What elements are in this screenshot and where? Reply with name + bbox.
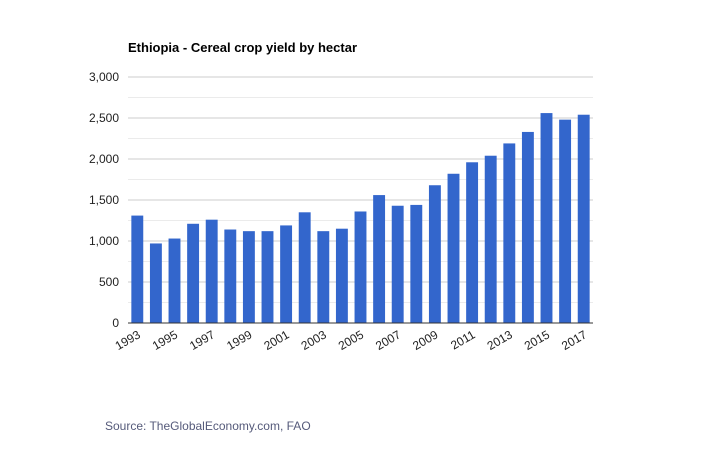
x-tick-label: 2003 <box>299 327 329 353</box>
y-tick-label: 2,500 <box>89 111 119 125</box>
bar-2013 <box>503 143 516 323</box>
x-tick-label: 1999 <box>224 327 254 353</box>
x-tick-label: 1993 <box>113 327 143 353</box>
bar-2001 <box>280 225 293 323</box>
x-tick-label: 2001 <box>261 327 291 353</box>
source-note: Source: TheGlobalEconomy.com, FAO <box>105 419 311 433</box>
x-axis-tick-labels: 1993 1995 1997 1999 2001 2003 2005 2007 2009 2011… <box>113 327 590 353</box>
x-tick-label: 2017 <box>559 327 589 353</box>
bar-2009 <box>428 185 441 323</box>
bar-2016 <box>559 119 572 323</box>
bar-2004 <box>335 228 348 323</box>
bar-1996 <box>187 223 200 323</box>
bar-2011 <box>466 162 479 323</box>
bar-1997 <box>205 219 218 323</box>
x-tick-label: 1995 <box>150 327 180 353</box>
y-tick-label: 1,000 <box>89 234 119 248</box>
x-tick-label: 2013 <box>485 327 515 353</box>
bar-2006 <box>373 195 386 323</box>
bar-2000 <box>261 231 274 323</box>
bar-1993 <box>131 215 144 323</box>
bar-2010 <box>447 173 460 323</box>
bar-2017 <box>577 114 590 323</box>
bar-1995 <box>168 238 181 323</box>
x-tick-label: 1997 <box>187 327 217 353</box>
bars <box>131 113 590 323</box>
x-tick-label: 2009 <box>410 327 440 353</box>
bar-1999 <box>242 231 255 323</box>
bar-2005 <box>354 211 367 323</box>
y-tick-label: 1,500 <box>89 193 119 207</box>
bar-2015 <box>540 113 553 323</box>
y-tick-label: 0 <box>112 316 119 330</box>
chart-title: Ethiopia - Cereal crop yield by hectar <box>128 40 358 55</box>
y-tick-label: 2,000 <box>89 152 119 166</box>
y-tick-label: 3,000 <box>89 70 119 84</box>
y-axis-tick-labels: 0 500 1,000 1,500 2,000 2,500 3,000 <box>89 70 119 330</box>
bar-2007 <box>391 205 404 323</box>
bar-2012 <box>484 155 497 323</box>
x-tick-label: 2005 <box>336 327 366 353</box>
bar-1994 <box>149 243 162 323</box>
y-tick-label: 500 <box>99 275 119 289</box>
bar-2003 <box>317 231 330 323</box>
bar-2014 <box>521 131 534 323</box>
x-tick-label: 2007 <box>373 327 403 353</box>
x-tick-label: 2015 <box>522 327 552 353</box>
bar-2008 <box>410 204 423 323</box>
bar-1998 <box>224 229 237 323</box>
x-tick-label: 2011 <box>448 327 478 352</box>
bar-2002 <box>298 212 311 323</box>
